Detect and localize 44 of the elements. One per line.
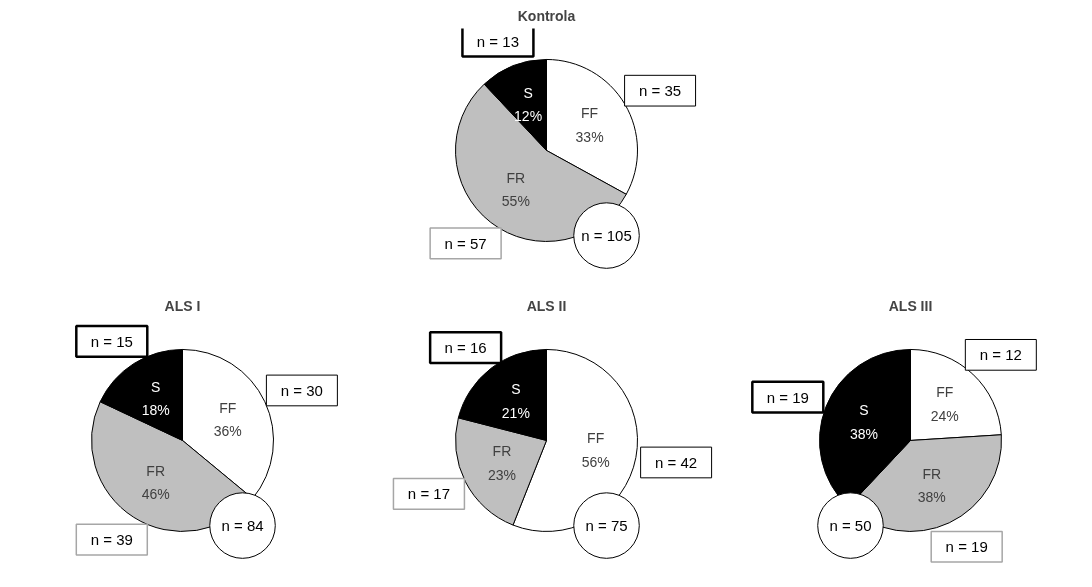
text: n = 16 — [444, 339, 487, 357]
slice-label: FF — [936, 384, 954, 401]
slice-label: FR — [506, 169, 526, 186]
data-label: 55% — [501, 193, 530, 210]
text: n = 75 — [585, 517, 628, 535]
text: n = 19 — [945, 538, 988, 556]
text: n = 50 — [829, 517, 872, 535]
data-label: 38% — [849, 425, 878, 442]
chart-title: ALS I — [164, 297, 201, 314]
text: n = 35 — [639, 82, 682, 100]
text: n = 42 — [655, 453, 698, 471]
slice-label: FR — [492, 443, 512, 460]
data-label: 33% — [575, 128, 604, 145]
text: n = 15 — [90, 332, 133, 350]
slice-label: S — [511, 381, 521, 398]
text: n = 57 — [444, 234, 487, 252]
data-label: 46% — [141, 486, 170, 503]
slice-label: FR — [922, 465, 942, 482]
text: n = 84 — [221, 517, 264, 535]
text: n = 30 — [280, 381, 323, 399]
text: n = 13 — [476, 32, 519, 50]
slice-label: FF — [219, 399, 237, 416]
text: n = 105 — [581, 227, 632, 245]
slice-label: FF — [587, 430, 605, 447]
data-label: 38% — [917, 489, 946, 506]
data-label: 23% — [487, 466, 516, 483]
chart-title: ALS II — [526, 297, 567, 314]
chart-title: Kontrola — [517, 7, 576, 24]
text: n = 17 — [407, 485, 450, 503]
data-label: 56% — [581, 453, 610, 470]
data-label: 18% — [141, 402, 170, 419]
slice-label: FR — [146, 462, 166, 479]
slice-label: S — [523, 84, 533, 101]
slice-label: FF — [581, 105, 599, 122]
chart-title: ALS III — [888, 297, 933, 314]
slice-label: S — [859, 402, 869, 419]
data-label: 12% — [514, 108, 543, 125]
text: n = 39 — [90, 531, 133, 549]
text: n = 12 — [979, 346, 1022, 364]
data-label: 36% — [213, 423, 242, 440]
data-label: 21% — [501, 404, 530, 421]
text: n = 19 — [766, 388, 809, 406]
data-label: 24% — [930, 407, 959, 424]
slice-label: S — [151, 378, 161, 395]
